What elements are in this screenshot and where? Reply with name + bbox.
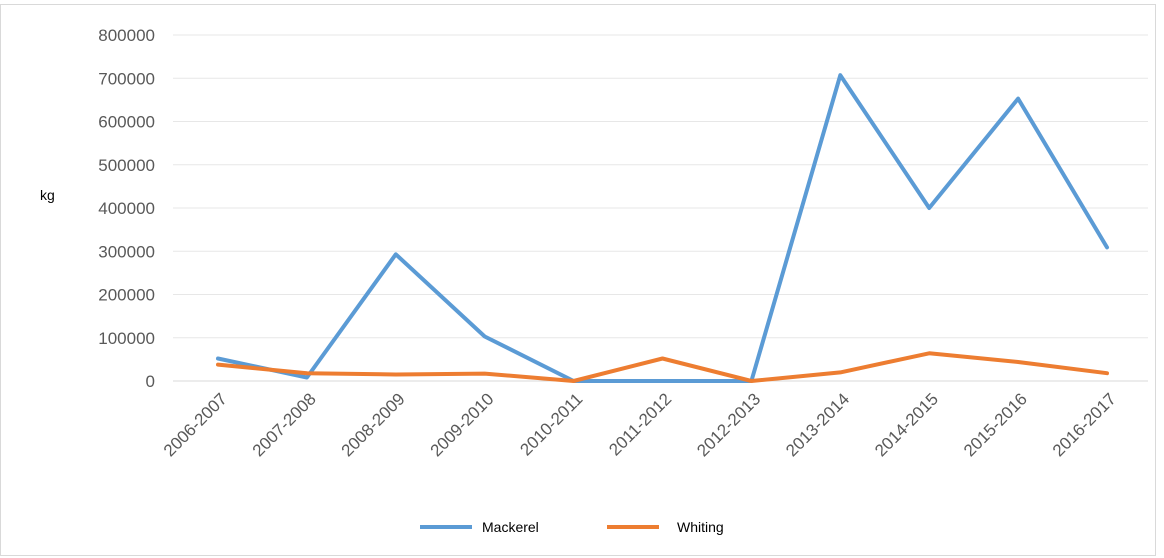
x-tick-label: 2009-2010 [427,389,498,460]
legend-label-whiting: Whiting [677,519,724,535]
y-tick-label: 300000 [98,242,155,261]
x-tick-label: 2011-2012 [605,389,675,459]
y-tick-label: 400000 [98,199,155,218]
x-tick-label: 2010-2011 [516,389,586,459]
chart-frame [0,4,1156,556]
y-axis-label: kg [40,187,55,203]
x-tick-label: 2007-2008 [249,389,320,460]
x-tick-label: 2016-2017 [1049,389,1120,460]
x-tick-label: 2008-2009 [338,389,409,460]
x-tick-label: 2013-2014 [782,389,853,460]
y-tick-label: 700000 [98,69,155,88]
x-axis-ticks: 2006-2007 2007-2008 2008-2009 2009-2010 2010… [160,389,1120,460]
y-tick-label: 0 [146,372,155,391]
x-tick-label: 2015-2016 [960,389,1031,460]
y-axis-ticks: 800000 700000 600000 500000 400000 300000 2000… [98,26,155,391]
y-tick-label: 100000 [98,329,155,348]
y-tick-label: 600000 [98,113,155,132]
series-lines [216,73,1109,383]
gridlines [173,34,1148,382]
legend: Mackerel Whiting [420,519,724,535]
x-tick-label: 2012-2013 [693,389,764,460]
y-tick-label: 800000 [98,26,155,45]
series-line-mackerel [216,73,1109,383]
x-tick-label: 2006-2007 [160,389,231,460]
series-line-whiting [216,351,1109,383]
y-tick-label: 500000 [98,156,155,175]
legend-label-mackerel: Mackerel [482,519,539,535]
y-tick-label: 200000 [98,286,155,305]
x-tick-label: 2014-2015 [871,389,942,460]
